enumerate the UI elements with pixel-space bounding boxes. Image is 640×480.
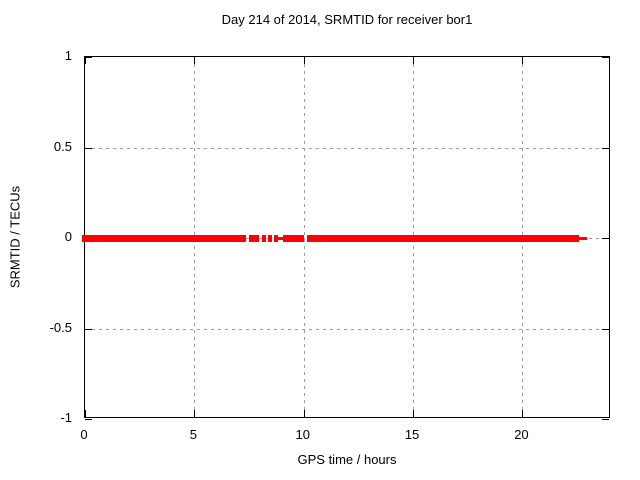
tick-mark-top (194, 57, 196, 64)
tick-mark-top (303, 57, 305, 64)
x-axis-label: GPS time / hours (297, 452, 397, 467)
tick-mark-bottom (194, 410, 196, 417)
x-tick-label: 10 (295, 427, 310, 442)
plot-area (81, 56, 610, 420)
tick-mark-top (413, 57, 415, 64)
tick-mark-right (602, 238, 609, 239)
tick-mark-top (522, 57, 524, 64)
x-tick-label: 15 (404, 427, 420, 442)
tick-mark-bottom (85, 410, 86, 417)
data-band-segment-thin (277, 237, 283, 240)
tick-mark-left (85, 57, 92, 58)
data-band-segment (81, 235, 246, 242)
tick-mark-left (85, 147, 92, 149)
x-tick-label: 5 (189, 427, 197, 442)
data-band-segment (273, 235, 278, 242)
y-tick-label: -0.5 (49, 319, 72, 335)
data-band-segment (268, 235, 272, 242)
tick-mark-top (85, 57, 86, 64)
tick-mark-bottom (303, 410, 305, 417)
data-band-segment (261, 235, 267, 242)
tick-mark-right (602, 147, 609, 149)
y-tick-label: 1 (64, 48, 72, 63)
chart-title: Day 214 of 2014, SRMTID for receiver bor… (221, 12, 473, 27)
gridline-horizontal (85, 147, 609, 149)
tick-mark-left (85, 419, 92, 420)
gridline-horizontal (85, 328, 609, 330)
tick-mark-left (85, 328, 92, 330)
tick-mark-right (602, 57, 609, 58)
y-tick-label: -1 (60, 410, 72, 425)
y-tick-label: 0 (64, 229, 72, 244)
data-band-segment-thin (579, 237, 587, 240)
gridline-vertical (303, 57, 305, 417)
x-tick-label: 0 (80, 427, 88, 442)
data-band-segment (306, 235, 580, 242)
tick-mark-right (602, 328, 609, 330)
y-tick-label: 0.5 (53, 138, 72, 154)
tick-mark-bottom (413, 410, 415, 417)
x-tick-label: 20 (514, 427, 529, 442)
tick-mark-bottom (522, 410, 524, 417)
tick-mark-right (602, 419, 609, 420)
data-band-segment (249, 235, 260, 242)
data-band-segment (282, 235, 304, 242)
